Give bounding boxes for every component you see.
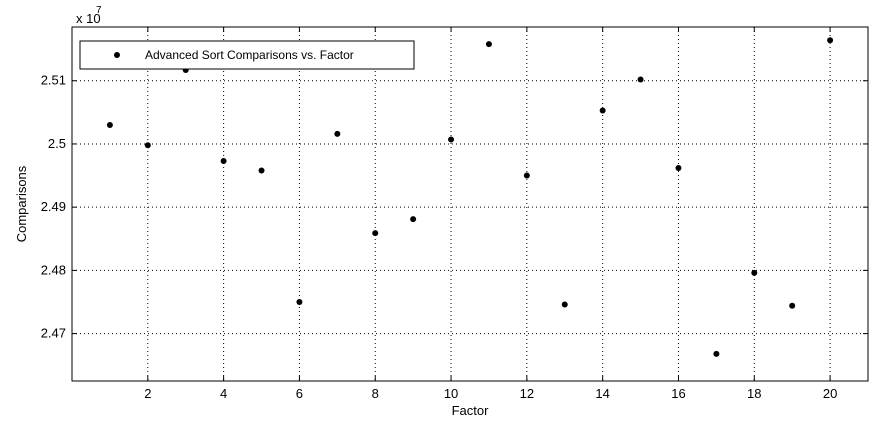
- y-tick-label: 2.51: [41, 73, 66, 88]
- data-point: [523, 172, 530, 179]
- y-tick-label: 2.49: [41, 199, 66, 214]
- data-point: [410, 216, 417, 223]
- x-tick-label: 20: [823, 386, 837, 401]
- data-point: [334, 130, 341, 137]
- x-tick-label: 10: [444, 386, 458, 401]
- y-tick-label: 2.47: [41, 326, 66, 341]
- data-point: [144, 142, 151, 149]
- y-axis-label: Comparisons: [14, 165, 29, 242]
- plot-area: [72, 27, 868, 381]
- grid-lines: [72, 27, 868, 381]
- legend-label: Advanced Sort Comparisons vs. Factor: [145, 48, 354, 62]
- data-point: [220, 158, 227, 165]
- data-point: [789, 302, 796, 309]
- x-tick-label: 2: [144, 386, 151, 401]
- data-point: [827, 37, 834, 44]
- x-tick-label: 4: [220, 386, 227, 401]
- data-point: [485, 41, 492, 48]
- data-point: [372, 230, 379, 237]
- x-tick-label: 8: [372, 386, 379, 401]
- data-point: [599, 107, 606, 114]
- data-point: [713, 350, 720, 357]
- legend-marker: [114, 52, 120, 58]
- legend: Advanced Sort Comparisons vs. Factor: [79, 40, 415, 70]
- data-point: [258, 167, 265, 174]
- data-point: [675, 164, 682, 171]
- x-axis-label: Factor: [452, 403, 490, 418]
- data-point: [296, 298, 303, 305]
- data-point: [637, 76, 644, 83]
- data-point: [561, 301, 568, 308]
- plot-border: [71, 26, 869, 382]
- y-tick-label: 2.5: [48, 136, 66, 151]
- x-tick-label: 6: [296, 386, 303, 401]
- y-axis-exponent: x 10 7: [76, 5, 102, 26]
- x-tick-label: 14: [595, 386, 609, 401]
- data-point: [751, 269, 758, 276]
- data-point: [448, 136, 455, 143]
- axis-ticks: 2 4 6 8 10 12 14 16 18 20 2.47 2.48 2.49 2.5 2.51: [41, 27, 868, 401]
- y-tick-label: 2.48: [41, 262, 66, 277]
- legend-box: [79, 40, 415, 70]
- x-tick-label: 12: [520, 386, 534, 401]
- x-tick-label: 16: [671, 386, 685, 401]
- exponent-base: x 10: [76, 11, 101, 26]
- data-point: [106, 121, 113, 128]
- exponent-power: 7: [96, 5, 102, 16]
- x-tick-label: 18: [747, 386, 761, 401]
